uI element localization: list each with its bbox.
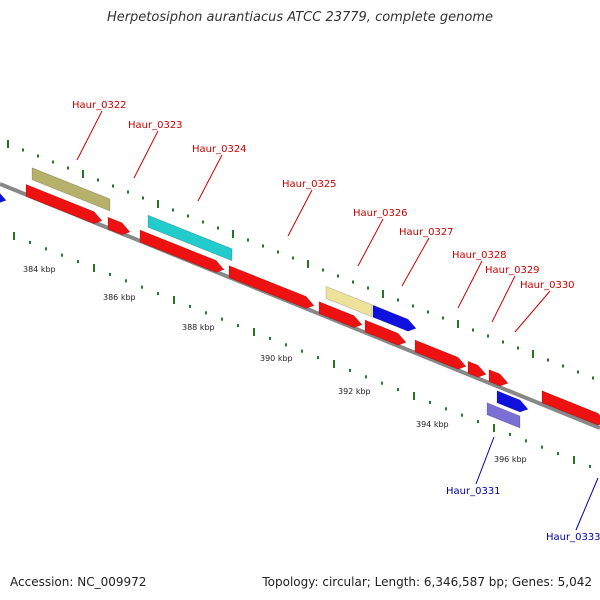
gene-label: Haur_0327	[399, 227, 454, 238]
leader-line	[133, 130, 159, 179]
gene-arrow-cds	[541, 390, 600, 426]
kbp-tick-label: 392 kbp	[338, 387, 371, 396]
gene-label: Haur_0323	[128, 120, 183, 131]
gene-label: Haur_0325	[282, 179, 337, 190]
gene-arrow-haur-0323	[107, 216, 131, 236]
leader-line	[491, 275, 516, 323]
kbp-tick-label: 386 kbp	[103, 293, 136, 302]
kbp-tick-label: 390 kbp	[260, 354, 293, 363]
gene-box-haur-0331	[486, 402, 521, 429]
genome-backbone	[0, 182, 600, 430]
gene-box-haur-0326	[325, 285, 373, 318]
kbp-tick-labels: 384 kbp 386 kbp 388 kbp 390 kbp 392 kbp 394 k…	[23, 265, 527, 464]
leader-line	[197, 154, 223, 202]
gene-arrow-haur-0328	[414, 339, 467, 370]
accession-text: Accession: NC_009972	[10, 575, 147, 589]
gene-arrow-cds	[139, 229, 225, 273]
kbp-tick-label: 396 kbp	[494, 455, 527, 464]
gene-label: Haur_0330	[520, 280, 575, 291]
leader-line	[575, 477, 599, 531]
gene-label: Haur_0329	[485, 265, 540, 276]
outer-tick-track	[7, 140, 594, 380]
gene-label: Haur_0333	[546, 532, 600, 543]
gene-arrow-haur-0329	[467, 360, 487, 378]
kbp-tick-label: 388 kbp	[182, 323, 215, 332]
leader-line	[475, 436, 495, 485]
kbp-tick-label: 394 kbp	[416, 420, 449, 429]
leader-line	[76, 110, 103, 161]
gene-arrow-cds	[25, 183, 103, 224]
feature-track	[0, 167, 600, 429]
gene-box-haur-0322	[31, 167, 111, 212]
gene-label: Haur_0324	[192, 144, 247, 155]
gene-label: Haur_0326	[353, 208, 408, 219]
inner-tick-track	[13, 232, 591, 468]
gene-arrow-haur-0330	[488, 369, 509, 387]
gene-label: Haur_0322	[72, 100, 127, 111]
leader-line	[514, 290, 551, 333]
leader-line	[287, 189, 313, 237]
leader-line	[457, 260, 483, 309]
gene-arrow-haur-0327	[372, 304, 417, 332]
map-title: Herpetosiphon aurantiacus ATCC 23779, co…	[106, 10, 494, 25]
gene-arrow-blue	[496, 390, 529, 413]
gene-label: Haur_0328	[452, 250, 507, 261]
gene-arrow-haur-0325	[228, 265, 315, 309]
leader-line	[357, 218, 384, 267]
gene-box-haur-0324	[147, 214, 233, 262]
kbp-tick-label: 384 kbp	[23, 265, 56, 274]
label-leaders	[76, 110, 599, 531]
gene-arrow-cds	[318, 301, 363, 328]
partial-gene-arrow	[0, 193, 7, 203]
genome-summary-text: Topology: circular; Length: 6,346,587 bp…	[262, 575, 592, 589]
leader-line	[401, 237, 430, 287]
gene-label: Haur_0331	[446, 486, 501, 497]
gene-arrow-cds	[364, 319, 407, 346]
